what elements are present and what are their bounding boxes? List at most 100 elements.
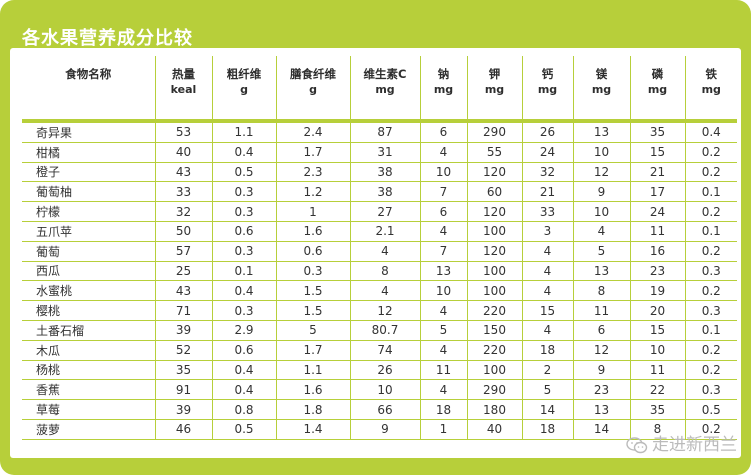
- value-cell: 21: [630, 162, 686, 183]
- fruit-name-cell: 橙子: [22, 162, 156, 183]
- value-cell: 100: [467, 280, 523, 302]
- value-cell: 0.5: [212, 419, 277, 440]
- column-name: 维生素C: [363, 67, 407, 81]
- fruit-name-cell: 土番石榴: [22, 320, 156, 341]
- value-cell: 2.3: [276, 162, 351, 183]
- column-unit: mg: [647, 83, 668, 96]
- table-row: 草莓 39 0.8 1.8 66 18 180 14 13 35 0.5: [22, 399, 737, 420]
- value-cell: 2.9: [212, 320, 277, 341]
- value-cell: 9: [573, 360, 631, 381]
- value-cell: 0.2: [685, 360, 737, 381]
- value-cell: 26: [350, 360, 421, 381]
- value-cell: 7: [420, 241, 468, 262]
- value-cell: 5: [573, 241, 631, 262]
- value-cell: 15: [630, 142, 686, 163]
- value-cell: 10: [630, 340, 686, 361]
- column-header: 膳食纤维 g: [276, 56, 351, 119]
- column-name: 粗纤维: [226, 67, 262, 81]
- value-cell: 0.1: [212, 261, 277, 282]
- table-row: 西瓜 25 0.1 0.3 8 13 100 4 13 23 0.3: [22, 261, 737, 282]
- value-cell: 4: [420, 379, 468, 401]
- watermark-text: 走进新西兰: [652, 435, 737, 455]
- value-cell: 21: [522, 181, 574, 203]
- value-cell: 12: [573, 162, 631, 183]
- value-cell: 0.1: [685, 221, 737, 242]
- value-cell: 17: [630, 181, 686, 203]
- value-cell: 22: [630, 379, 686, 401]
- value-cell: 35: [630, 399, 686, 420]
- header-row: 食物名称 热量 keal 粗纤维 g 膳食纤维 g 维生素C mg 钠 mg 钾 mg 钙 mg 镁 mg 磷 mg…: [22, 56, 737, 119]
- column-header: 镁 mg: [573, 56, 631, 119]
- table-row: 杨桃 35 0.4 1.1 26 11 100 2 9 11 0.2: [22, 360, 737, 381]
- value-cell: 33: [155, 181, 213, 203]
- value-cell: 0.3: [685, 300, 737, 321]
- value-cell: 32: [522, 162, 574, 183]
- value-cell: 1.6: [276, 379, 351, 401]
- value-cell: 2.1: [350, 221, 421, 242]
- value-cell: 4: [573, 221, 631, 242]
- fruit-name-cell: 奇异果: [22, 123, 156, 143]
- value-cell: 100: [467, 261, 523, 282]
- column-header: 磷 mg: [630, 56, 686, 119]
- column-header: 粗纤维 g: [212, 56, 277, 119]
- value-cell: 4: [522, 261, 574, 282]
- value-cell: 4: [420, 142, 468, 163]
- table-row: 土番石榴 39 2.9 5 80.7 5 150 4 6 15 0.1: [22, 320, 737, 341]
- value-cell: 55: [467, 142, 523, 163]
- value-cell: 11: [573, 300, 631, 321]
- value-cell: 0.3: [276, 261, 351, 282]
- value-cell: 13: [573, 123, 631, 143]
- value-cell: 0.2: [685, 241, 737, 262]
- value-cell: 120: [467, 162, 523, 183]
- value-cell: 6: [420, 201, 468, 222]
- column-name: 磷: [651, 67, 664, 81]
- fruit-name-cell: 香蕉: [22, 379, 156, 401]
- value-cell: 1.6: [276, 221, 351, 242]
- value-cell: 18: [522, 419, 574, 440]
- value-cell: 0.5: [212, 162, 277, 183]
- fruit-name-cell: 葡萄: [22, 241, 156, 262]
- fruit-name-cell: 五爪苹: [22, 221, 156, 242]
- value-cell: 4: [522, 280, 574, 302]
- table-panel: 食物名称 热量 keal 粗纤维 g 膳食纤维 g 维生素C mg 钠 mg 钾 mg 钙 mg 镁 mg 磷 mg…: [10, 48, 741, 458]
- value-cell: 0.3: [212, 181, 277, 203]
- value-cell: 0.6: [212, 221, 277, 242]
- value-cell: 0.4: [212, 379, 277, 401]
- table-row: 五爪苹 50 0.6 1.6 2.1 4 100 3 4 11 0.1: [22, 221, 737, 242]
- value-cell: 1.5: [276, 300, 351, 321]
- value-cell: 1.2: [276, 181, 351, 203]
- table-row: 奇异果 53 1.1 2.4 87 6 290 26 13 35 0.4: [22, 123, 737, 143]
- value-cell: 10: [573, 142, 631, 163]
- value-cell: 9: [350, 419, 421, 440]
- value-cell: 100: [467, 360, 523, 381]
- table-row: 葡萄柚 33 0.3 1.2 38 7 60 21 9 17 0.1: [22, 181, 737, 203]
- table-row: 葡萄 57 0.3 0.6 4 7 120 4 5 16 0.2: [22, 241, 737, 262]
- column-name: 钙: [541, 67, 554, 81]
- column-name: 食物名称: [65, 67, 112, 81]
- value-cell: 40: [467, 419, 523, 440]
- value-cell: 13: [573, 261, 631, 282]
- value-cell: 33: [522, 201, 574, 222]
- value-cell: 10: [420, 162, 468, 183]
- value-cell: 1.8: [276, 399, 351, 420]
- value-cell: 9: [573, 181, 631, 203]
- value-cell: 0.2: [685, 142, 737, 163]
- header-separator: [22, 119, 737, 123]
- value-cell: 39: [155, 399, 213, 420]
- value-cell: 220: [467, 340, 523, 361]
- value-cell: 0.3: [212, 201, 277, 222]
- value-cell: 50: [155, 221, 213, 242]
- value-cell: 26: [522, 123, 574, 143]
- value-cell: 15: [522, 300, 574, 321]
- column-name: 铁: [705, 67, 718, 81]
- value-cell: 3: [522, 221, 574, 242]
- value-cell: 4: [350, 280, 421, 302]
- value-cell: 57: [155, 241, 213, 262]
- value-cell: 20: [630, 300, 686, 321]
- column-unit: mg: [375, 83, 395, 96]
- column-unit: mg: [591, 83, 612, 96]
- value-cell: 0.2: [685, 419, 737, 440]
- value-cell: 43: [155, 280, 213, 302]
- value-cell: 1: [420, 419, 468, 440]
- value-cell: 290: [467, 123, 523, 143]
